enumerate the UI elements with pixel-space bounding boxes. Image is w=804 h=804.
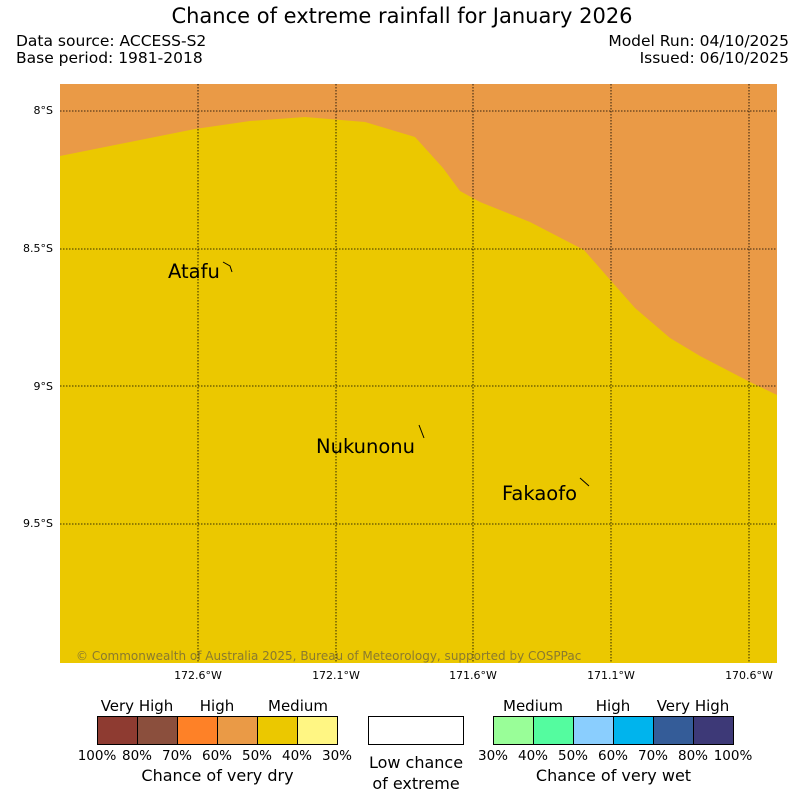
base-period-text: Base period: 1981-2018 — [16, 49, 203, 67]
nukunonu-atoll-shape — [418, 424, 425, 439]
wet-percent-label: 100% — [713, 748, 753, 764]
dry-percent-label: 30% — [321, 748, 352, 764]
lat-tick-label: 8°S — [33, 104, 53, 117]
wet-percent-label: 40% — [517, 748, 548, 764]
atafu-atoll-shape — [222, 261, 233, 273]
lat-tick-label: 9.5°S — [23, 517, 53, 530]
dry-category-medium: Medium — [268, 697, 328, 715]
wet-swatch — [573, 716, 614, 745]
wet-swatch — [533, 716, 574, 745]
dry-swatch — [297, 716, 338, 745]
wet-legend-caption: Chance of very wet — [535, 766, 692, 785]
dry-swatch — [137, 716, 178, 745]
wet-percent-label: 80% — [677, 748, 708, 764]
wet-swatch — [613, 716, 654, 745]
wet-percent-label: 30% — [477, 748, 508, 764]
wet-category-very-high: Very High — [656, 697, 730, 715]
graticule — [60, 84, 777, 663]
dry-legend-caption: Chance of very dry — [141, 766, 294, 785]
lon-tick-label: 171.1°W — [587, 669, 635, 682]
low-chance-caption-line2: of extreme — [372, 774, 460, 793]
dry-percent-label: 80% — [121, 748, 152, 764]
dry-category-very-high: Very High — [100, 697, 174, 715]
wet-category-medium: Medium — [503, 697, 563, 715]
dry-swatch — [257, 716, 298, 745]
wet-percent-label: 50% — [557, 748, 588, 764]
lat-tick-label: 9°S — [33, 380, 53, 393]
low-chance-swatch — [368, 716, 464, 745]
lat-tick-label: 8.5°S — [23, 242, 53, 255]
dry-swatch — [217, 716, 258, 745]
place-label-nukunonu: Nukunonu — [316, 435, 416, 458]
wet-swatch — [493, 716, 534, 745]
dry-swatch — [177, 716, 218, 745]
model-run-text: Model Run: 04/10/2025 — [608, 32, 789, 50]
map-title: Chance of extreme rainfall for January 2… — [171, 4, 633, 28]
dry-percent-label: 60% — [201, 748, 232, 764]
lon-tick-label: 172.6°W — [174, 669, 222, 682]
rainfall-map — [60, 84, 777, 663]
dry-percent-label: 40% — [281, 748, 312, 764]
low-chance-caption-line1: Low chance — [368, 753, 464, 772]
lon-tick-label: 172.1°W — [312, 669, 360, 682]
wet-percent-label: 70% — [637, 748, 668, 764]
issued-text: Issued: 06/10/2025 — [639, 49, 789, 67]
wet-swatch — [653, 716, 694, 745]
meta-left: Data source: ACCESS-S2 Base period: 1981… — [16, 33, 206, 67]
wet-percent-label: 60% — [597, 748, 628, 764]
lon-tick-label: 171.6°W — [449, 669, 497, 682]
dry-percent-label: 100% — [77, 748, 117, 764]
copyright-notice: © Commonwealth of Australia 2025, Bureau… — [76, 649, 582, 663]
dry-swatch — [97, 716, 138, 745]
atoll-outlines — [222, 261, 590, 487]
place-label-fakaofo: Fakaofo — [502, 482, 578, 505]
data-source-text: Data source: ACCESS-S2 — [16, 32, 207, 50]
place-label-atafu: Atafu — [168, 260, 220, 283]
dry-category-high: High — [199, 697, 235, 715]
dry-percent-label: 70% — [161, 748, 192, 764]
fakaofo-atoll-shape — [579, 477, 590, 487]
low-chance-caption: Low chance of extreme — [350, 752, 482, 794]
meta-right: Model Run: 04/10/2025 Issued: 06/10/2025 — [608, 33, 789, 67]
lon-tick-label: 170.6°W — [725, 669, 773, 682]
wet-swatch — [693, 716, 734, 745]
map-higher-chance-region — [60, 84, 777, 395]
wet-category-high: High — [595, 697, 631, 715]
dry-percent-label: 50% — [241, 748, 272, 764]
